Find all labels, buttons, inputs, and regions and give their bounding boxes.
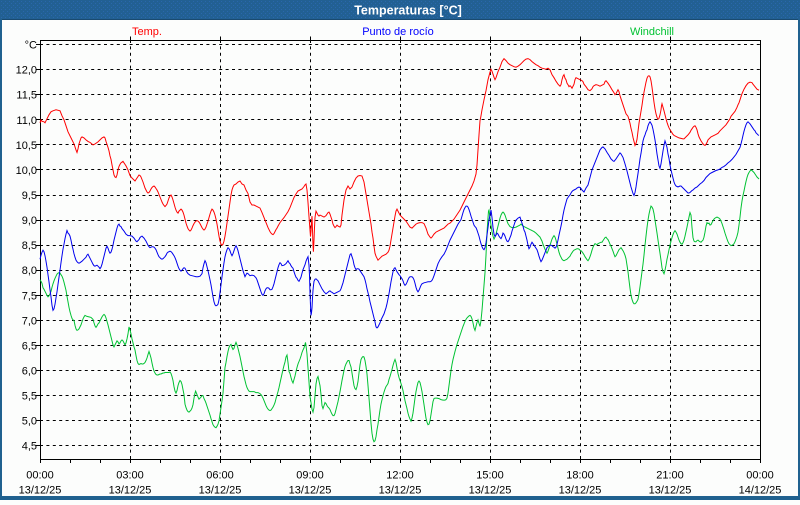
svg-text:13/12/25: 13/12/25 (379, 485, 422, 497)
svg-text:7,5: 7,5 (22, 290, 37, 302)
svg-text:18:00: 18:00 (566, 470, 594, 482)
svg-text:13/12/25: 13/12/25 (469, 485, 512, 497)
svg-text:10,0: 10,0 (16, 165, 37, 177)
svg-text:Punto de rocío: Punto de rocío (362, 26, 434, 38)
svg-text:13/12/25: 13/12/25 (109, 485, 152, 497)
svg-text:14/12/25: 14/12/25 (739, 485, 782, 497)
svg-text:21:00: 21:00 (656, 470, 684, 482)
svg-text:5,0: 5,0 (22, 416, 37, 428)
svg-text:12,0: 12,0 (16, 65, 37, 77)
svg-text:6,5: 6,5 (22, 340, 37, 352)
svg-text:4,5: 4,5 (22, 441, 37, 453)
svg-text:00:00: 00:00 (746, 470, 774, 482)
svg-text:03:00: 03:00 (116, 470, 144, 482)
svg-text:11,0: 11,0 (16, 115, 37, 127)
svg-text:13/12/25: 13/12/25 (199, 485, 242, 497)
svg-text:06:00: 06:00 (206, 470, 234, 482)
svg-text:13/12/25: 13/12/25 (559, 485, 602, 497)
svg-text:12:00: 12:00 (386, 470, 414, 482)
svg-text:13/12/25: 13/12/25 (289, 485, 332, 497)
svg-text:00:00: 00:00 (26, 470, 54, 482)
svg-text:Windchill: Windchill (630, 26, 674, 38)
svg-text:11,5: 11,5 (16, 90, 37, 102)
svg-text:°C: °C (25, 40, 37, 52)
svg-text:Temperaturas [°C]: Temperaturas [°C] (354, 4, 462, 18)
svg-text:7,0: 7,0 (22, 315, 37, 327)
svg-text:9,0: 9,0 (22, 215, 37, 227)
svg-text:Temp.: Temp. (132, 26, 162, 38)
svg-text:10,5: 10,5 (16, 140, 37, 152)
svg-text:13/12/25: 13/12/25 (649, 485, 692, 497)
svg-text:15:00: 15:00 (476, 470, 504, 482)
svg-text:6,0: 6,0 (22, 366, 37, 378)
svg-text:5,5: 5,5 (22, 391, 37, 403)
svg-text:8,0: 8,0 (22, 265, 37, 277)
svg-text:09:00: 09:00 (296, 470, 324, 482)
svg-text:9,5: 9,5 (22, 190, 37, 202)
svg-text:8,5: 8,5 (22, 240, 37, 252)
svg-text:13/12/25: 13/12/25 (19, 485, 62, 497)
